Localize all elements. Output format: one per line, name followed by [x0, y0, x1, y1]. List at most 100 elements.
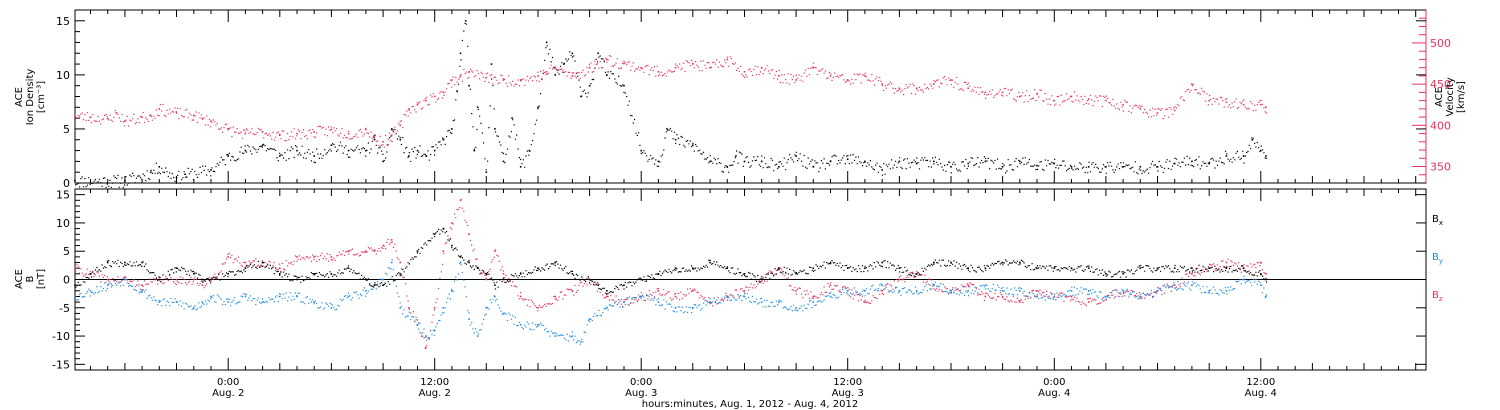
velocity-series-point	[537, 75, 539, 77]
bz-series-point	[390, 239, 393, 241]
bx-series-point	[1156, 267, 1159, 269]
velocity-series-point	[829, 75, 832, 77]
bx-series-point	[227, 273, 229, 275]
bx-series-point	[1173, 267, 1176, 269]
bz-series-point	[494, 250, 496, 252]
velocity-series-point	[623, 62, 625, 65]
density-series-point	[657, 160, 660, 163]
velocity-series-point	[416, 103, 419, 106]
velocity-series-point	[365, 128, 367, 131]
field-ylabel-line: ACE	[14, 269, 25, 289]
by-series-point	[709, 301, 711, 303]
density-series-point	[1105, 166, 1107, 168]
bz-series-point	[347, 250, 350, 252]
bx-series-point	[433, 233, 436, 235]
x-tick-time: 0:00	[217, 377, 239, 388]
density-series-point	[502, 160, 505, 163]
bx-series-point	[1019, 261, 1021, 264]
by-series-point	[476, 335, 479, 337]
density-series-point	[1156, 166, 1159, 168]
by-series-point	[193, 307, 195, 309]
density-series-point	[390, 128, 393, 130]
by-series-point	[468, 318, 470, 320]
by-series-point	[795, 307, 797, 309]
bz-series-point	[296, 256, 298, 258]
density-series-point	[1242, 155, 1245, 157]
velocity-series-point	[210, 120, 212, 122]
by-series-point	[347, 295, 350, 298]
bz-series-point	[244, 261, 247, 264]
bx-series-point	[244, 267, 247, 269]
density-series-point	[433, 149, 436, 152]
bz-series-point	[743, 290, 746, 292]
by-series-point	[1122, 290, 1124, 292]
bx-series-point	[74, 284, 76, 286]
by-series-point	[365, 290, 367, 292]
velocity-series-point	[74, 114, 76, 117]
density-series-point	[261, 144, 264, 146]
field-tick-label: -5	[59, 302, 70, 315]
field-tick-label: -10	[52, 330, 70, 343]
by-series-point	[898, 290, 901, 292]
bz-series-point	[967, 284, 969, 286]
velocity-series-point	[657, 71, 660, 73]
velocity-ylabel-line: [km/s]	[1456, 81, 1467, 113]
bz-series-point	[1260, 261, 1262, 264]
density-series-point	[735, 155, 737, 157]
bx-series-point	[709, 261, 711, 264]
bx-series-point	[1225, 267, 1228, 269]
bz-series-point	[1087, 301, 1090, 303]
bx-series-point	[537, 267, 539, 269]
by-series-point	[1242, 278, 1245, 281]
velocity-series-point	[1122, 103, 1124, 106]
bx-series-point	[261, 261, 264, 264]
velocity-series-point	[571, 75, 574, 77]
by-series-point	[915, 290, 918, 292]
density-series-point	[365, 149, 367, 152]
bz-series-point	[106, 278, 109, 281]
density-series-point	[485, 171, 488, 173]
bx-series-point	[1139, 267, 1142, 269]
velocity-series-point	[1139, 108, 1142, 110]
velocity-series-point	[778, 75, 780, 77]
bx-series-point	[494, 284, 496, 286]
density-series-point	[1173, 162, 1176, 165]
velocity-series-point	[554, 66, 556, 69]
velocity-ylabel: ACEVelocity[km/s]	[1434, 77, 1467, 116]
bx-series-point	[373, 284, 376, 286]
bx-series-point	[554, 261, 556, 264]
density-series-point	[464, 20, 467, 22]
velocity-series-point	[606, 58, 608, 61]
bx-series-point	[279, 273, 281, 275]
bx-series-point	[606, 290, 608, 292]
by-series-point	[692, 307, 694, 309]
density-series-point	[1208, 162, 1210, 165]
bz-series-point	[829, 284, 832, 286]
density-series-point	[1019, 160, 1021, 163]
bx-series-point	[967, 267, 969, 269]
velocity-series-point	[279, 134, 281, 136]
density-series-point	[528, 149, 531, 152]
field-tick-label: 5	[63, 245, 70, 258]
by-series-point	[1053, 295, 1056, 298]
legend-bx: Bx	[1432, 214, 1443, 227]
bx-series-point	[485, 273, 488, 275]
x-tick-time: 12:00	[420, 377, 449, 388]
velocity-series-point	[442, 91, 445, 94]
velocity-series-point	[124, 120, 126, 122]
bz-series-point	[1265, 273, 1267, 275]
velocity-series-point	[1036, 93, 1038, 95]
velocity-series-point	[399, 124, 402, 127]
by-series-point	[743, 295, 746, 298]
velocity-series-point	[898, 87, 901, 90]
velocity-tick-label: 400	[1430, 119, 1451, 132]
bx-series-point	[502, 278, 505, 281]
by-series-point	[201, 301, 204, 303]
x-tick-time: 0:00	[1043, 377, 1065, 388]
velocity-series-point	[175, 112, 178, 114]
density-series-point	[778, 166, 780, 168]
bz-series-point	[1225, 261, 1228, 264]
by-series-point	[829, 295, 832, 298]
